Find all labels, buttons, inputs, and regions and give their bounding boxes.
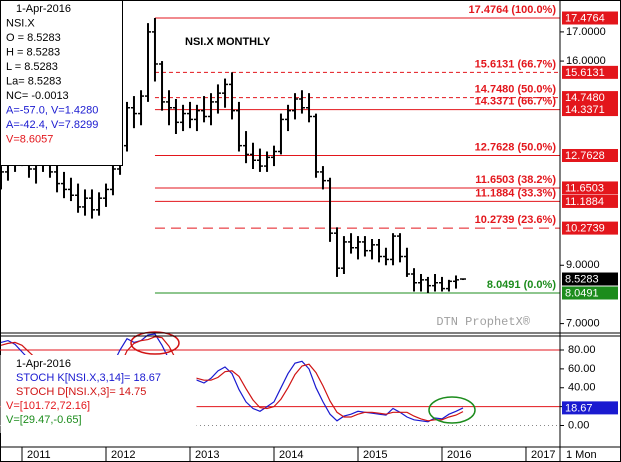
fib-label: 11.6503 (38.2%) (475, 174, 556, 186)
x-tick-label: 2017 (531, 449, 555, 461)
price-tag: 8.0491 (565, 287, 599, 299)
legend-note: V=[29.47,-0.65] (6, 414, 82, 426)
price-tag-bg (562, 103, 618, 117)
price-tag: 8.5283 (565, 273, 599, 285)
info-line: NSI.X (6, 17, 35, 29)
y-tick-label: 17.0000 (566, 26, 606, 38)
price-tag-bg (562, 65, 618, 79)
y-tick-label: 16.0000 (566, 55, 606, 67)
highlight-circle (428, 396, 476, 424)
price-tag-bg (562, 91, 618, 105)
watermark: DTN ProphetX® (436, 315, 530, 329)
info-line: A=-42.4, V=7.8299 (6, 119, 98, 131)
legend-entry: STOCH D[NSI.X,3]= 14.75 (16, 386, 146, 398)
info-line: H = 8.5283 (6, 46, 60, 58)
info-line: L = 8.5283 (6, 61, 58, 73)
price-tag-bg (562, 401, 618, 415)
price-tag: 10.2739 (565, 223, 605, 235)
legend-box (0, 355, 197, 433)
period-label: 1 Mon (566, 449, 597, 461)
x-tick-label: 2016 (447, 449, 471, 461)
info-line: V=8.6057 (6, 133, 53, 145)
price-tag: 14.3371 (565, 104, 605, 116)
y-tick-label: 60.00 (568, 363, 596, 375)
y-tick-label: 0.00 (568, 419, 589, 431)
price-tag: 15.6131 (565, 67, 605, 79)
price-tag-bg (562, 11, 618, 25)
highlight-circle (130, 331, 180, 355)
price-tag-bg (562, 181, 618, 195)
fib-label: 12.7628 (50.0%) (475, 141, 557, 153)
price-tag-bg (562, 272, 618, 286)
price-tag: 17.4764 (565, 12, 605, 24)
info-box (0, 0, 123, 166)
fib-label: 10.2739 (23.6%) (475, 214, 557, 226)
x-tick-label: 2013 (195, 449, 219, 461)
price-tag: 12.7628 (565, 150, 605, 162)
price-tag-bg (562, 148, 618, 162)
chart-title: NSI.X MONTHLY (185, 36, 271, 48)
fib-label: 11.1884 (33.3%) (475, 187, 556, 199)
price-tag: 11.1884 (565, 196, 604, 208)
legend-date: 1-Apr-2016 (16, 358, 71, 370)
y-tick-label: 9.0000 (566, 259, 600, 271)
legend-entry: STOCH K[NSI.X,3,14]= 18.67 (16, 372, 161, 384)
fib-label: 8.0491 (0.0%) (487, 279, 556, 291)
legend-note: V=[101.72,72.16] (6, 400, 90, 412)
info-line: A=-57.0, V=1.4280 (6, 104, 98, 116)
fib-label: 14.7480 (50.0%) (475, 83, 557, 95)
y-tick-label: 7.0000 (566, 318, 600, 330)
price-tag: 18.67 (565, 402, 593, 414)
x-tick-label: 2011 (27, 449, 51, 461)
price-tag: 11.6503 (565, 182, 604, 194)
x-tick-label: 2012 (111, 449, 135, 461)
price-tag-bg (562, 286, 618, 300)
price-tag: 14.7480 (565, 92, 605, 104)
y-tick-label: 40.00 (568, 382, 596, 394)
price-tag-bg (562, 194, 618, 208)
info-line: 1-Apr-2016 (16, 3, 71, 15)
info-line: La= 8.5283 (6, 75, 61, 87)
y-tick-label: 80.00 (568, 344, 596, 356)
fib-label: 14.3371 (66.7%) (475, 95, 557, 107)
price-tag-bg (562, 221, 618, 235)
info-line: NC= -0.0013 (6, 90, 69, 102)
fib-label: 17.4764 (100.0%) (469, 4, 557, 16)
x-tick-label: 2014 (279, 449, 303, 461)
info-line: O = 8.5283 (6, 32, 61, 44)
x-tick-label: 2015 (363, 449, 387, 461)
fib-label: 15.6131 (66.7%) (475, 58, 557, 70)
